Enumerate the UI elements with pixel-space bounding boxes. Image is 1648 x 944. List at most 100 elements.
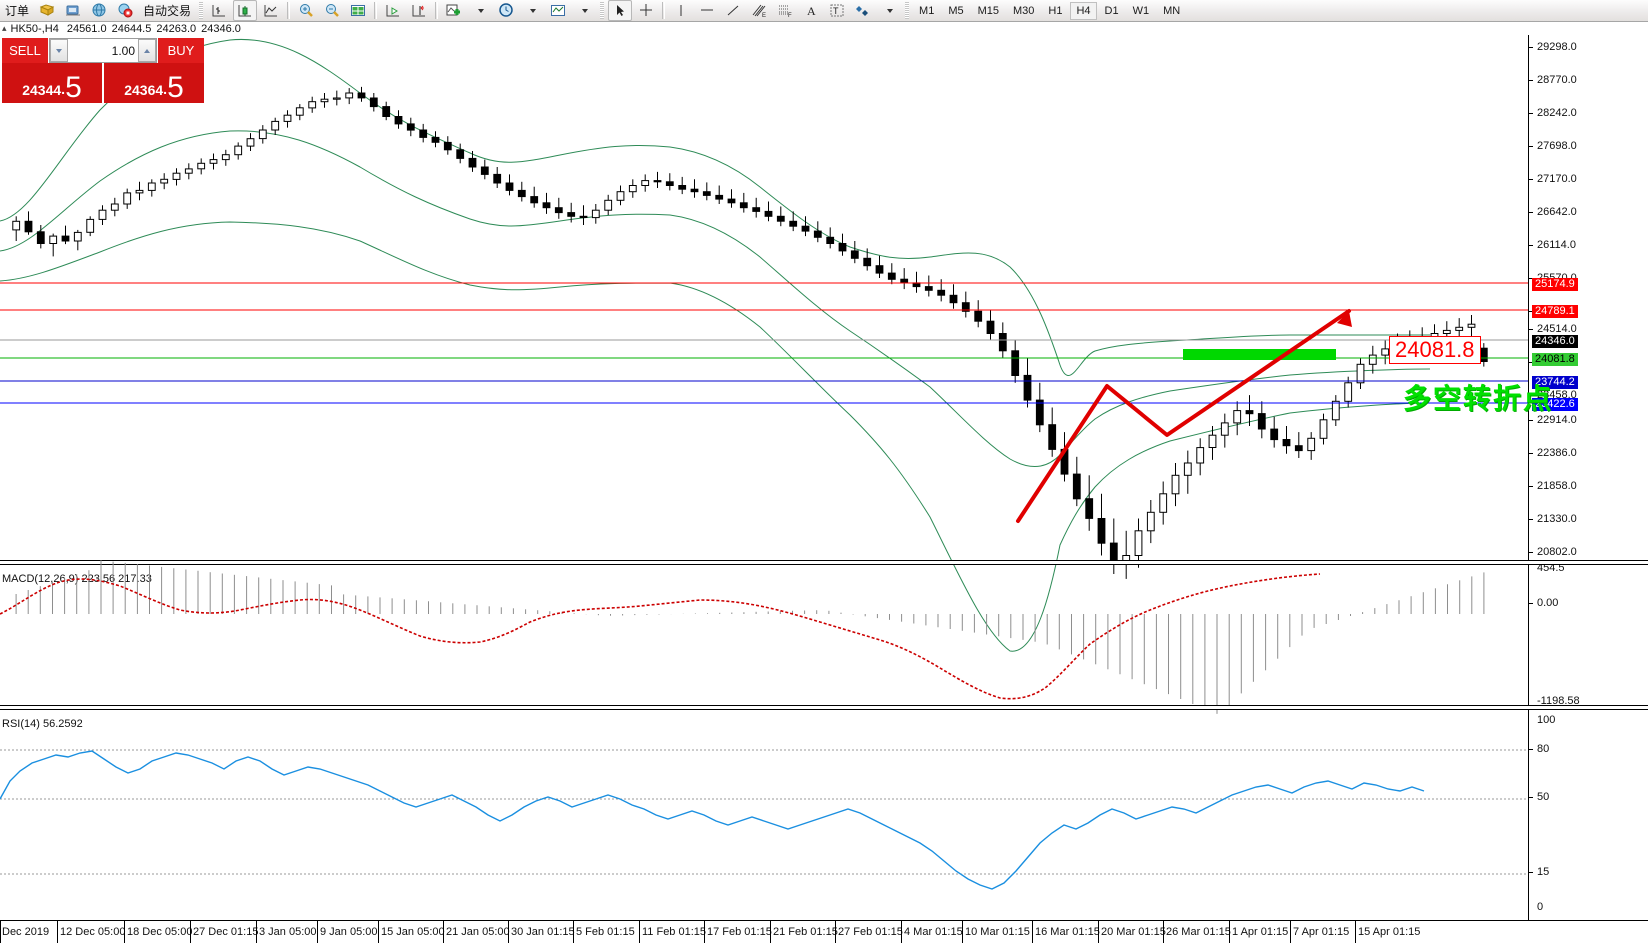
price-callout-annotation[interactable]: 24081.8 xyxy=(1389,336,1481,364)
buy-price-main: 24364 xyxy=(124,82,164,98)
toolbar-separator xyxy=(662,2,666,19)
one-click-trading-prices: 24344 . 5 24364 . 5 xyxy=(2,63,204,103)
buy-button[interactable]: BUY xyxy=(157,38,204,63)
timeframe-d1[interactable]: D1 xyxy=(1104,4,1119,17)
time-tick: 16 Mar 01:15 xyxy=(1035,926,1100,938)
volume-decrease-button[interactable] xyxy=(50,39,68,62)
indicator-dropdown-caret[interactable] xyxy=(468,0,492,21)
toolbar-grip[interactable] xyxy=(905,2,910,19)
objects-icon[interactable] xyxy=(851,0,875,21)
price-tick: 21858.0 xyxy=(1537,480,1577,492)
price-tag-support-3[interactable]: 23422.6 xyxy=(1532,398,1578,411)
tile-windows-icon[interactable] xyxy=(346,0,370,21)
timeframe-mn[interactable]: MN xyxy=(1163,4,1181,17)
time-tick: 27 Feb 01:15 xyxy=(838,926,903,938)
time-tick: Dec 2019 xyxy=(2,926,50,938)
bollinger-middle xyxy=(0,130,1431,468)
candlestick-chart-icon[interactable] xyxy=(233,0,258,21)
rsi-tick-15: 15 xyxy=(1537,866,1550,878)
time-tick: 21 Jan 05:00 xyxy=(446,926,510,938)
price-tag-resistance-1[interactable]: 25174.9 xyxy=(1532,278,1578,291)
templates-dropdown-caret[interactable] xyxy=(572,0,596,21)
time-tick: 20 Mar 01:15 xyxy=(1101,926,1166,938)
globe-icon[interactable] xyxy=(87,0,111,21)
timeframe-m15[interactable]: M15 xyxy=(977,4,999,17)
bar-chart-icon[interactable] xyxy=(207,0,231,21)
buy-price[interactable]: 24364 . 5 xyxy=(104,63,204,103)
price-chart-area[interactable] xyxy=(0,35,1528,920)
toolbar-separator xyxy=(374,2,378,19)
toolbar-separator xyxy=(435,2,439,19)
bollinger-lower xyxy=(0,221,1431,652)
price-tick: 24514.0 xyxy=(1537,323,1577,335)
toolbar-grip[interactable] xyxy=(600,2,605,19)
one-click-trading-panel[interactable]: SELL 1.00 BUY 24344 . 5 24364 . 5 xyxy=(2,38,204,103)
timeframe-m1[interactable]: M1 xyxy=(919,4,935,17)
buy-price-fraction: 5 xyxy=(167,71,184,104)
zoom-in-icon[interactable] xyxy=(294,0,318,21)
sell-price-main: 24344 xyxy=(22,82,62,98)
time-tick: 18 Dec 05:00 xyxy=(127,926,193,938)
toolbar-grip[interactable] xyxy=(199,2,204,19)
time-axis[interactable]: Dec 2019 12 Dec 05:00 18 Dec 05:00 27 De… xyxy=(0,920,1648,944)
trendline-icon[interactable] xyxy=(721,0,745,21)
vertical-line-icon[interactable] xyxy=(669,0,693,21)
volume-increase-button[interactable] xyxy=(138,39,156,62)
cursor-icon[interactable] xyxy=(608,0,633,21)
rsi-panel xyxy=(0,749,1528,890)
fibonacci-icon[interactable]: F xyxy=(773,0,797,21)
chart-canvas xyxy=(0,38,1528,652)
autotrade-icon[interactable] xyxy=(113,0,137,21)
toolbar-separator xyxy=(287,2,291,19)
timeframe-w1[interactable]: W1 xyxy=(1132,4,1150,17)
auto-scroll-icon[interactable] xyxy=(407,0,431,21)
timeframe-m5[interactable]: M5 xyxy=(948,4,964,17)
order-button-label[interactable]: 订单 xyxy=(5,4,30,18)
macd-tick-min: -1198.58 xyxy=(1537,695,1580,707)
price-tick: 28770.0 xyxy=(1537,74,1577,86)
equidistant-channel-icon[interactable]: E xyxy=(747,0,771,21)
text-label-icon[interactable]: A xyxy=(799,0,823,21)
ohlc-low: 24263.0 xyxy=(156,22,197,35)
symbol-info-line: ▴ HK50-,H4 24561.0 24644.5 24263.0 24346… xyxy=(0,22,1648,35)
rsi-panel-separator xyxy=(0,705,1648,710)
timeframe-h4[interactable]: H4 xyxy=(1070,1,1097,20)
period-clock-icon[interactable] xyxy=(494,0,518,21)
price-tag-support-2[interactable]: 23744.2 xyxy=(1532,376,1578,389)
period-dropdown-caret[interactable] xyxy=(520,0,544,21)
time-tick: 15 Jan 05:00 xyxy=(381,926,445,938)
horizontal-line-icon[interactable] xyxy=(695,0,719,21)
autotrade-label[interactable]: 自动交易 xyxy=(143,4,192,18)
timeframe-h1[interactable]: H1 xyxy=(1048,4,1063,17)
server-connect-icon[interactable] xyxy=(61,0,85,21)
price-tag-resistance-2[interactable]: 24789.1 xyxy=(1532,305,1578,318)
folder-icon[interactable] xyxy=(35,0,59,21)
timeframe-m30[interactable]: M30 xyxy=(1013,4,1035,17)
price-tick: 27170.0 xyxy=(1537,173,1577,185)
price-tick: 26642.0 xyxy=(1537,206,1577,218)
add-indicator-icon[interactable] xyxy=(442,0,466,21)
price-tick: 21330.0 xyxy=(1537,513,1577,525)
price-tag-current[interactable]: 24346.0 xyxy=(1532,335,1578,348)
price-tag-support-1[interactable]: 24081.8 xyxy=(1532,353,1578,366)
zoom-out-icon[interactable] xyxy=(320,0,344,21)
svg-text:F: F xyxy=(788,13,792,18)
sell-price[interactable]: 24344 . 5 xyxy=(2,63,104,103)
time-tick: 4 Mar 01:15 xyxy=(904,926,963,938)
macd-panel-separator xyxy=(0,560,1648,565)
time-tick: 11 Feb 01:15 xyxy=(642,926,707,938)
objects-dropdown-caret[interactable] xyxy=(877,0,901,21)
crosshair-icon[interactable] xyxy=(634,0,658,21)
chinese-note-annotation[interactable]: 多空转折点 xyxy=(1403,383,1554,414)
text-box-icon[interactable]: T xyxy=(825,0,849,21)
price-axis[interactable]: 29298.0 28770.0 28242.0 27698.0 27170.0 … xyxy=(1528,35,1648,920)
one-click-trading-header: SELL 1.00 BUY xyxy=(2,38,204,63)
sell-button[interactable]: SELL xyxy=(2,38,49,63)
line-chart-icon[interactable] xyxy=(259,0,283,21)
templates-icon[interactable] xyxy=(546,0,570,21)
rsi-indicator-label: RSI(14) 56.2592 xyxy=(2,718,83,730)
volume-stepper[interactable]: 1.00 xyxy=(49,38,157,63)
chart-shift-icon[interactable] xyxy=(381,0,405,21)
support-zone-highlight xyxy=(1183,349,1336,360)
volume-value[interactable]: 1.00 xyxy=(111,43,135,58)
